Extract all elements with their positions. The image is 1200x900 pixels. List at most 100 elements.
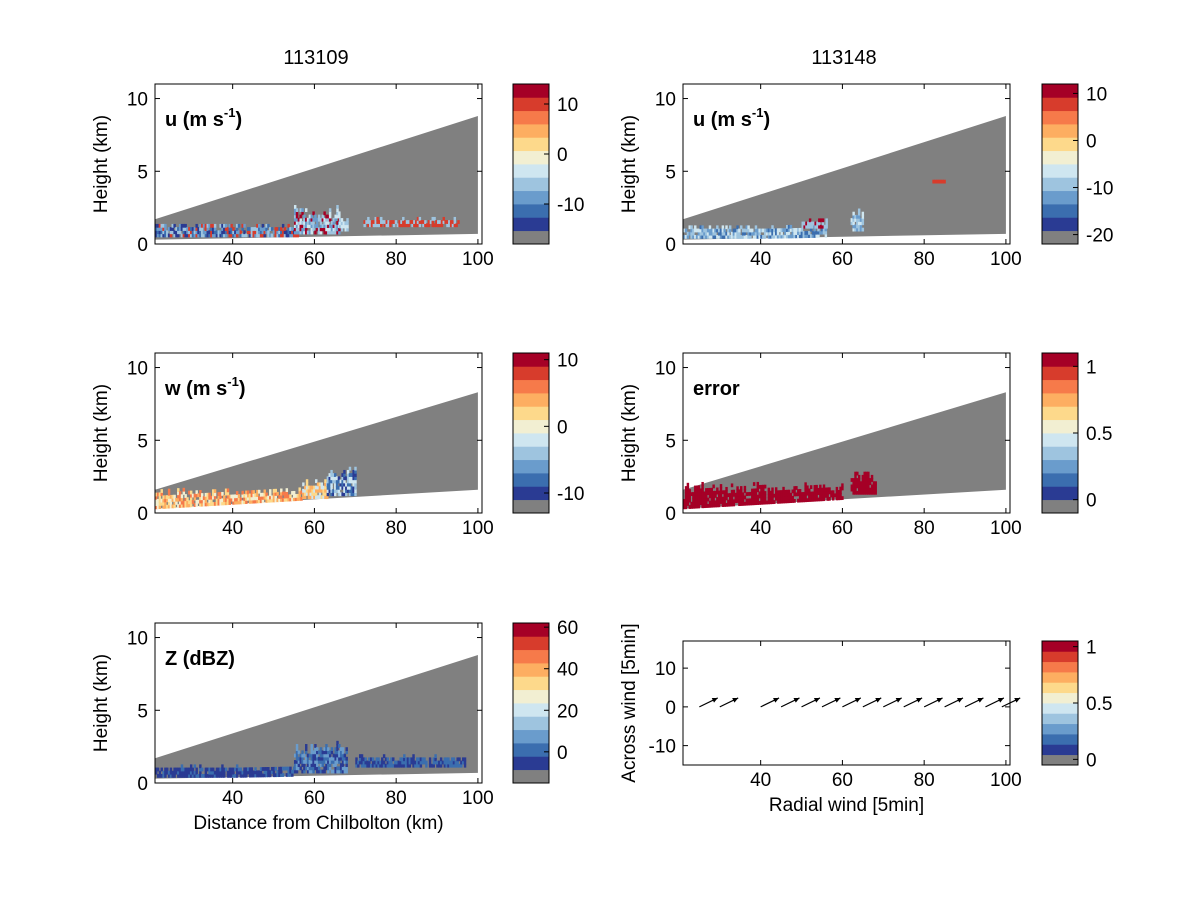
echo-cell [310, 769, 313, 774]
wind-arrow [862, 697, 882, 708]
echo-cell [237, 770, 241, 775]
echo-cell [289, 497, 292, 502]
echo-cell [694, 491, 697, 496]
echo-cell [734, 228, 737, 233]
echo-cell [258, 223, 261, 228]
echo-cell [697, 491, 701, 496]
echo-cell [178, 767, 182, 772]
echo-cell [239, 230, 243, 235]
echo-cell [323, 227, 326, 232]
echo-cell [328, 224, 332, 229]
echo-cell [428, 757, 432, 762]
echo-cell [697, 234, 701, 239]
echo-cell [857, 218, 861, 222]
echo-cell [177, 494, 180, 499]
echo-cell [155, 223, 158, 228]
echo-cell [857, 208, 861, 213]
echo-cell [234, 233, 237, 238]
echo-cell [258, 233, 261, 238]
echo-cell [795, 492, 798, 497]
echo-cell [213, 773, 217, 778]
echo-cell [686, 234, 690, 239]
echo-cell [856, 471, 859, 476]
echo-cell [314, 224, 317, 229]
x-tick-label: 60 [832, 249, 853, 270]
echo-cell [177, 767, 180, 772]
echo-cell [784, 499, 787, 504]
echo-cell [813, 484, 817, 489]
echo-cell [223, 767, 226, 772]
echo-cell [158, 227, 162, 231]
echo-cell [212, 502, 215, 506]
echo-cell [345, 756, 348, 761]
echo-cell [289, 494, 292, 499]
echo-cell [259, 767, 263, 771]
echo-cell [189, 227, 193, 231]
echo-cell [371, 757, 375, 762]
echo-cell [786, 224, 789, 229]
x-tick-label: 80 [386, 249, 407, 270]
echo-cell [332, 476, 335, 481]
echo-cell [411, 223, 414, 228]
echo-cell [318, 482, 322, 487]
echo-cell [213, 223, 217, 228]
echo-cell [193, 773, 197, 778]
echo-cell [695, 228, 699, 233]
echo-cell [265, 230, 268, 235]
echo-cell [837, 493, 840, 497]
echo-cell [173, 501, 176, 505]
echo-cell [173, 767, 176, 772]
echo-cell [155, 505, 158, 510]
echo-cell [769, 234, 772, 239]
echo-cell [780, 499, 783, 504]
echo-cell [416, 216, 420, 221]
echo-region [155, 487, 303, 510]
echo-cell [856, 214, 859, 219]
echo-cell [188, 233, 191, 238]
echo-cell [301, 753, 304, 758]
echo-cell [274, 227, 277, 231]
echo-cell [756, 231, 760, 236]
echo-cell [723, 499, 726, 504]
echo-cell [332, 224, 336, 229]
echo-cell [297, 227, 301, 232]
echo-cell [306, 760, 310, 764]
echo-cell [323, 221, 326, 225]
echo-cell [248, 499, 252, 504]
echo-cell [226, 227, 230, 231]
echo-cell [308, 753, 312, 758]
axes-frame [154, 352, 483, 514]
echo-cell [305, 208, 308, 213]
echo-cell [269, 233, 272, 238]
echo-cell [690, 228, 693, 233]
echo-cell [728, 502, 732, 507]
echo-cell [861, 478, 865, 482]
echo-cell [786, 493, 789, 497]
echo-cell [703, 497, 706, 502]
echo-cell [699, 231, 702, 236]
echo-cell [934, 179, 937, 184]
echo-cell [867, 490, 870, 495]
echo-cell [202, 773, 206, 778]
echo-cell [334, 217, 337, 222]
echo-cell [712, 490, 715, 495]
echo-cell [819, 230, 822, 235]
echo-cell [451, 220, 455, 224]
echo-cell [699, 228, 702, 233]
echo-cell [343, 469, 346, 474]
echo-cell [857, 214, 861, 219]
radar-beam-coverage [155, 392, 478, 509]
echo-cell [305, 760, 308, 764]
echo-region [850, 471, 877, 495]
echo-cell [743, 231, 747, 236]
echo-cell [383, 220, 387, 224]
echo-cell [276, 491, 279, 496]
colorbar-swatch [1042, 217, 1078, 232]
echo-cell [438, 763, 441, 768]
echo-cell [706, 231, 710, 236]
echo-cell [765, 228, 769, 233]
echo-cell [283, 491, 287, 496]
echo-cell [404, 763, 408, 768]
radar-beam-coverage [683, 116, 1006, 240]
echo-cell [701, 491, 704, 496]
